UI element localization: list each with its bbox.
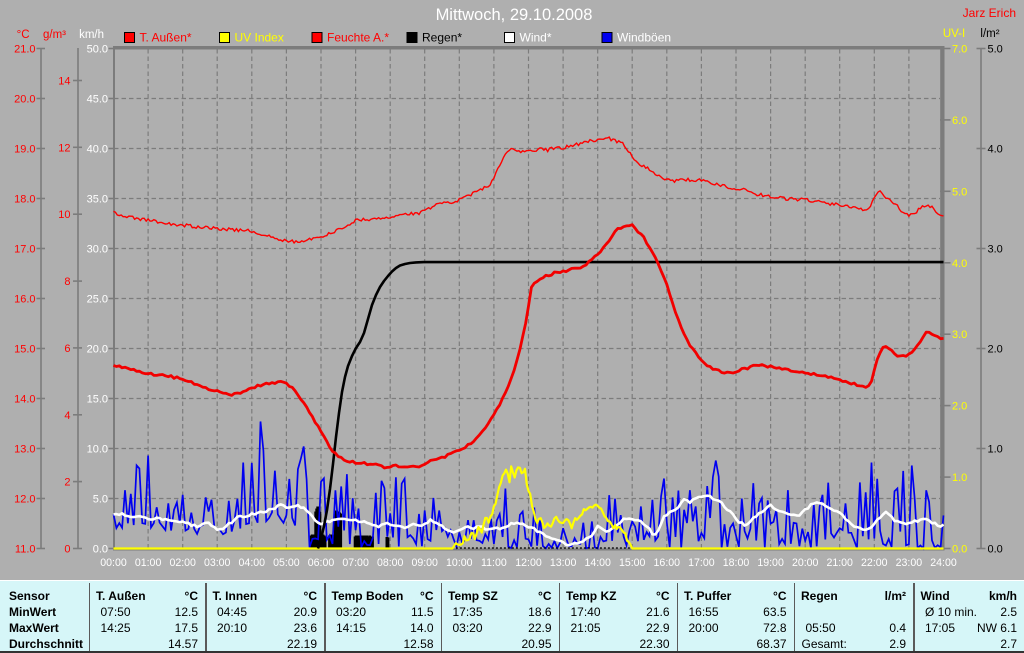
svg-text:8: 8 xyxy=(64,276,70,288)
svg-text:0.0: 0.0 xyxy=(952,544,967,556)
svg-text:45.0: 45.0 xyxy=(87,94,108,106)
svg-text:4.0: 4.0 xyxy=(988,144,1003,156)
svg-text:19:00: 19:00 xyxy=(757,557,784,569)
svg-text:13:00: 13:00 xyxy=(550,557,577,569)
svg-text:19.0: 19.0 xyxy=(14,144,35,156)
svg-text:2.0: 2.0 xyxy=(988,344,1003,356)
svg-text:40.0: 40.0 xyxy=(87,144,108,156)
svg-text:16:00: 16:00 xyxy=(654,557,681,569)
svg-text:15:00: 15:00 xyxy=(619,557,646,569)
svg-text:08:00: 08:00 xyxy=(377,557,404,569)
svg-text:12: 12 xyxy=(58,142,70,154)
svg-text:6: 6 xyxy=(64,343,70,355)
svg-text:07:00: 07:00 xyxy=(342,557,369,569)
svg-text:10.0: 10.0 xyxy=(87,444,108,456)
svg-text:5.0: 5.0 xyxy=(988,44,1003,56)
svg-text:°C: °C xyxy=(17,29,30,41)
svg-text:24:00: 24:00 xyxy=(930,557,957,569)
svg-text:10: 10 xyxy=(58,209,70,221)
svg-text:UV-I: UV-I xyxy=(943,28,965,40)
svg-text:14: 14 xyxy=(58,76,70,88)
svg-text:16.0: 16.0 xyxy=(14,294,35,306)
svg-text:Mittwoch, 29.10.2008: Mittwoch, 29.10.2008 xyxy=(436,6,593,24)
svg-text:04:00: 04:00 xyxy=(239,557,266,569)
svg-text:14.0: 14.0 xyxy=(14,394,35,406)
svg-text:1.0: 1.0 xyxy=(952,472,967,484)
svg-text:1.0: 1.0 xyxy=(988,444,1003,456)
svg-text:01:00: 01:00 xyxy=(135,557,162,569)
svg-text:7.0: 7.0 xyxy=(952,44,967,56)
svg-text:T. Außen*: T. Außen* xyxy=(140,31,192,45)
svg-text:13.0: 13.0 xyxy=(14,444,35,456)
svg-text:35.0: 35.0 xyxy=(87,194,108,206)
svg-text:15.0: 15.0 xyxy=(87,394,108,406)
svg-text:23:00: 23:00 xyxy=(896,557,923,569)
svg-text:05:00: 05:00 xyxy=(273,557,300,569)
svg-text:3.0: 3.0 xyxy=(988,244,1003,256)
svg-text:00:00: 00:00 xyxy=(100,557,127,569)
svg-text:20:00: 20:00 xyxy=(792,557,819,569)
svg-text:20.0: 20.0 xyxy=(87,344,108,356)
svg-text:Regen*: Regen* xyxy=(422,31,462,45)
svg-text:21.0: 21.0 xyxy=(14,44,35,56)
svg-text:2.0: 2.0 xyxy=(952,401,967,413)
svg-text:12.0: 12.0 xyxy=(14,494,35,506)
svg-text:09:00: 09:00 xyxy=(411,557,438,569)
svg-text:4.0: 4.0 xyxy=(952,258,967,270)
svg-text:12:00: 12:00 xyxy=(515,557,542,569)
svg-text:3.0: 3.0 xyxy=(952,329,967,341)
svg-text:20.0: 20.0 xyxy=(14,94,35,106)
svg-text:0.0: 0.0 xyxy=(988,544,1003,556)
svg-text:18.0: 18.0 xyxy=(14,194,35,206)
svg-text:l/m²: l/m² xyxy=(980,28,999,40)
svg-text:Jarz Erich: Jarz Erich xyxy=(963,6,1016,20)
svg-text:Windböen: Windböen xyxy=(617,31,671,45)
svg-text:17:00: 17:00 xyxy=(688,557,715,569)
svg-text:5.0: 5.0 xyxy=(952,186,967,198)
svg-text:11:00: 11:00 xyxy=(481,557,507,569)
svg-text:Feuchte A.*: Feuchte A.* xyxy=(327,31,389,45)
svg-text:4: 4 xyxy=(64,410,70,422)
svg-text:50.0: 50.0 xyxy=(87,44,108,56)
svg-text:25.0: 25.0 xyxy=(87,294,108,306)
svg-text:UV Index: UV Index xyxy=(235,31,284,45)
svg-text:21:00: 21:00 xyxy=(826,557,853,569)
svg-text:18:00: 18:00 xyxy=(723,557,750,569)
svg-text:30.0: 30.0 xyxy=(87,244,108,256)
svg-text:Wind*: Wind* xyxy=(520,31,552,45)
svg-text:2: 2 xyxy=(64,477,70,489)
svg-text:22:00: 22:00 xyxy=(861,557,888,569)
svg-text:14:00: 14:00 xyxy=(584,557,611,569)
svg-text:02:00: 02:00 xyxy=(169,557,196,569)
svg-text:03:00: 03:00 xyxy=(204,557,231,569)
svg-text:g/m³: g/m³ xyxy=(43,29,66,41)
svg-text:0: 0 xyxy=(64,544,70,556)
svg-text:0.0: 0.0 xyxy=(93,544,108,556)
svg-text:km/h: km/h xyxy=(79,29,104,41)
svg-text:06:00: 06:00 xyxy=(308,557,335,569)
svg-text:5.0: 5.0 xyxy=(93,494,108,506)
svg-text:15.0: 15.0 xyxy=(14,344,35,356)
svg-text:10:00: 10:00 xyxy=(446,557,473,569)
svg-text:11.0: 11.0 xyxy=(15,544,36,556)
svg-text:6.0: 6.0 xyxy=(952,115,967,127)
svg-text:17.0: 17.0 xyxy=(14,244,35,256)
